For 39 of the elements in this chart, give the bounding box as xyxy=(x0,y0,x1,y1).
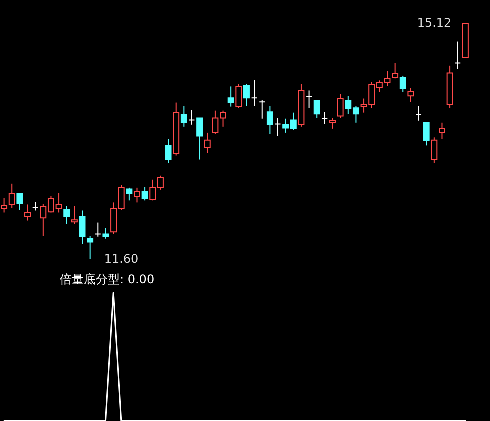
candlestick xyxy=(266,106,274,135)
candlestick xyxy=(228,86,234,108)
candlestick xyxy=(188,110,196,126)
candlestick xyxy=(87,236,94,260)
candlestick xyxy=(431,137,438,164)
chart-title: 倍量底分型: 0.00 xyxy=(60,272,155,286)
candlestick xyxy=(306,90,313,109)
candlestick xyxy=(408,88,414,103)
candlestick xyxy=(64,206,70,225)
candlestick xyxy=(314,100,320,119)
candlestick xyxy=(243,84,250,107)
candlestick xyxy=(71,206,78,225)
candlestick xyxy=(416,106,422,122)
candlestick xyxy=(102,228,110,240)
candlestick xyxy=(274,118,282,137)
annotation: 15.12 xyxy=(417,16,452,30)
candlestick xyxy=(204,132,211,154)
candlestick xyxy=(142,186,148,202)
candlestick xyxy=(196,118,204,160)
candlestick xyxy=(16,193,24,211)
candlestick xyxy=(454,41,462,70)
candlestick xyxy=(165,138,172,164)
candlestick xyxy=(24,204,31,222)
candlestick xyxy=(330,118,336,130)
candlestick xyxy=(259,100,266,120)
candlestick xyxy=(79,210,86,245)
candlestick xyxy=(94,222,102,238)
candlestick xyxy=(400,75,406,93)
candlestick xyxy=(8,183,16,209)
candlestick xyxy=(337,94,344,119)
candlestick xyxy=(423,122,430,146)
candlestick xyxy=(126,187,133,202)
candlestick xyxy=(251,79,258,107)
candlestick xyxy=(180,106,188,128)
candlestick xyxy=(322,112,328,125)
candlestick xyxy=(134,187,140,204)
candlestick xyxy=(236,84,242,109)
candlestick xyxy=(439,122,446,140)
annotation: 11.60 xyxy=(104,252,139,266)
